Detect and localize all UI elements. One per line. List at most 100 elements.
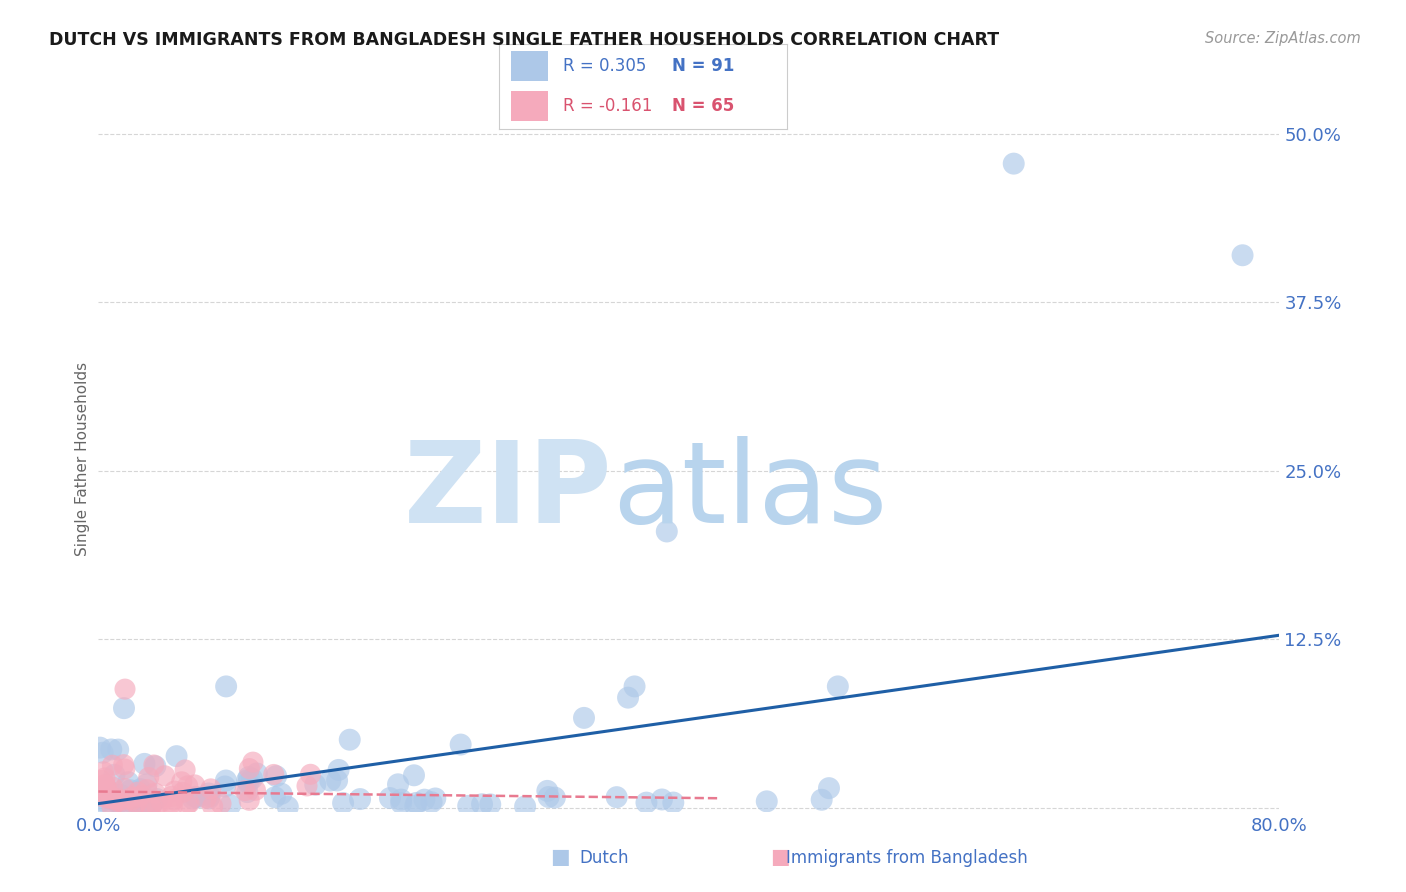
Point — [100, 792, 122, 806]
Point — [810, 793, 832, 807]
Point — [101, 800, 124, 814]
Point — [160, 789, 183, 804]
Point — [387, 777, 409, 791]
FancyBboxPatch shape — [510, 51, 548, 80]
Point — [389, 796, 412, 810]
Point — [270, 787, 292, 801]
Point — [195, 791, 218, 805]
Point — [186, 790, 208, 805]
Point — [233, 783, 256, 797]
Point — [125, 796, 148, 810]
Point — [201, 799, 224, 814]
Point — [617, 690, 640, 705]
Point — [153, 769, 176, 783]
Point — [425, 791, 447, 805]
Point — [90, 789, 112, 804]
Point — [479, 797, 502, 812]
Point — [139, 800, 162, 814]
Point — [142, 758, 165, 772]
Point — [655, 524, 678, 539]
Point — [160, 796, 183, 810]
Point — [139, 797, 162, 811]
Text: ZIP: ZIP — [404, 435, 612, 547]
Point — [162, 799, 184, 814]
Point — [107, 742, 129, 756]
Point — [179, 796, 201, 810]
Point — [755, 794, 778, 808]
Point — [121, 793, 143, 807]
Point — [93, 780, 115, 795]
Point — [537, 789, 560, 804]
Point — [114, 762, 136, 776]
Point — [457, 798, 479, 813]
Text: N = 65: N = 65 — [672, 97, 734, 115]
Point — [135, 782, 157, 797]
Point — [245, 783, 267, 797]
Point — [98, 784, 121, 798]
Point — [319, 773, 342, 788]
Point — [94, 779, 117, 793]
Point — [544, 790, 567, 805]
Point — [138, 771, 160, 785]
Point — [170, 775, 193, 789]
Point — [606, 790, 628, 805]
Point — [89, 782, 111, 797]
Point — [263, 767, 285, 781]
Point — [97, 786, 120, 800]
Point — [277, 800, 299, 814]
Point — [117, 775, 139, 789]
Point — [236, 773, 259, 788]
Point — [450, 738, 472, 752]
Point — [513, 799, 536, 814]
Point — [339, 732, 361, 747]
Point — [94, 771, 117, 785]
Point — [197, 787, 219, 801]
Text: Dutch: Dutch — [579, 849, 630, 867]
Point — [200, 781, 222, 796]
Point — [96, 781, 118, 796]
Point — [389, 792, 412, 806]
Text: Source: ZipAtlas.com: Source: ZipAtlas.com — [1205, 31, 1361, 46]
Point — [114, 682, 136, 697]
Point — [121, 790, 143, 805]
Point — [299, 767, 322, 781]
Text: N = 91: N = 91 — [672, 56, 734, 75]
Point — [93, 778, 115, 792]
Point — [131, 789, 153, 803]
Point — [94, 797, 117, 812]
Point — [141, 800, 163, 814]
Point — [214, 780, 236, 794]
Point — [146, 792, 169, 806]
Point — [304, 778, 326, 792]
Point — [100, 742, 122, 756]
Point — [295, 779, 318, 793]
Point — [112, 701, 135, 715]
Point — [176, 797, 198, 812]
Point — [215, 773, 238, 788]
Point — [91, 793, 114, 807]
Point — [112, 793, 135, 807]
Point — [103, 768, 125, 782]
Point — [572, 711, 595, 725]
Point — [215, 680, 238, 694]
Point — [264, 790, 287, 805]
Point — [105, 791, 128, 805]
Point — [818, 781, 841, 796]
Point — [219, 798, 242, 813]
Point — [128, 789, 150, 804]
Point — [198, 791, 221, 805]
Point — [100, 792, 122, 806]
Point — [162, 793, 184, 807]
Point — [264, 769, 287, 783]
Point — [105, 795, 128, 809]
Point — [112, 795, 135, 809]
Point — [134, 798, 156, 813]
Point — [404, 798, 426, 813]
Point — [378, 791, 401, 805]
Point — [662, 796, 685, 810]
Point — [332, 796, 354, 810]
Point — [90, 773, 112, 788]
Point — [163, 784, 186, 798]
Point — [107, 796, 129, 810]
Text: R = -0.161: R = -0.161 — [562, 97, 652, 115]
